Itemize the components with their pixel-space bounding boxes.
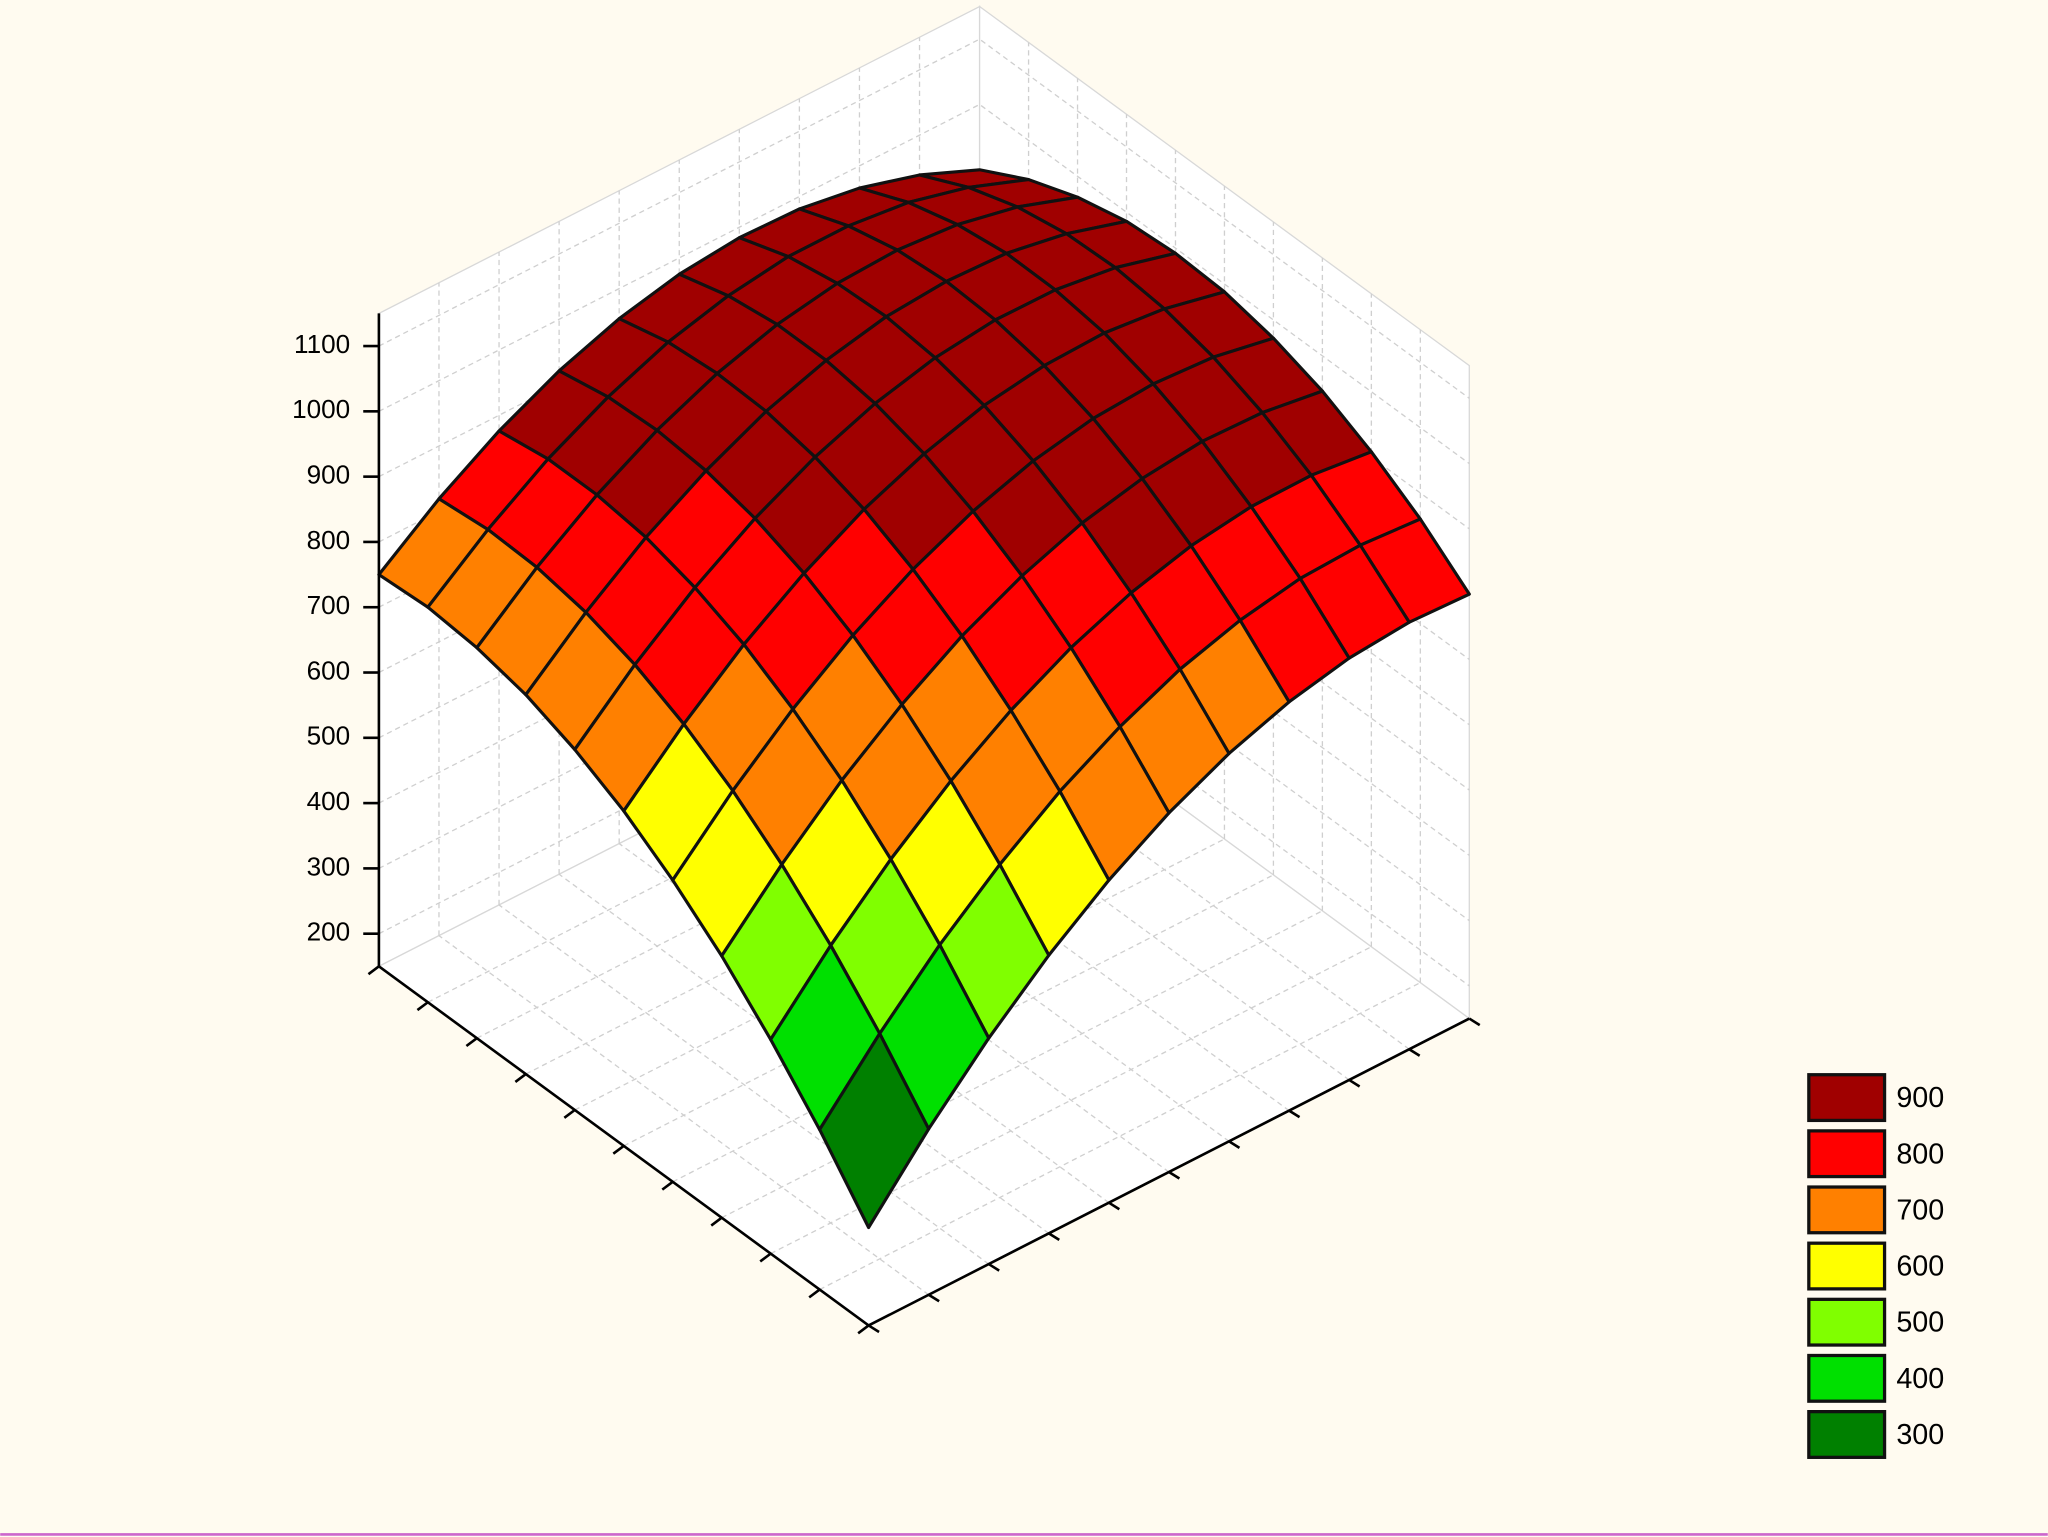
legend-label: 600 bbox=[1896, 1251, 1944, 1283]
z-tick-label: 400 bbox=[307, 786, 351, 816]
legend-label: 400 bbox=[1896, 1363, 1944, 1395]
y-axis-tick bbox=[1468, 1017, 1481, 1027]
legend: 900 800 700 600 500 400 300 bbox=[1807, 1073, 1944, 1459]
grid-line bbox=[378, 626, 1470, 987]
x-axis-tick bbox=[808, 1288, 821, 1299]
x-axis-tick bbox=[465, 1037, 478, 1048]
x-axis-tick bbox=[710, 1216, 723, 1227]
y-axis-tick bbox=[1048, 1232, 1060, 1242]
z-tick-label: 500 bbox=[307, 721, 351, 751]
z-tick-label: 900 bbox=[307, 460, 351, 490]
legend-label: 700 bbox=[1896, 1194, 1944, 1226]
z-tick-label: 300 bbox=[307, 851, 351, 881]
y-axis-tick bbox=[867, 1324, 880, 1334]
legend-label: 300 bbox=[1896, 1419, 1944, 1451]
z-tick-label: 1000 bbox=[292, 394, 350, 424]
surface-cell bbox=[818, 1032, 931, 1230]
grid-line bbox=[378, 495, 1470, 856]
x-axis-tick bbox=[416, 1001, 429, 1012]
legend-label: 800 bbox=[1896, 1138, 1944, 1170]
floor-grid bbox=[819, 982, 1421, 1291]
axes: 200 300 400 500 600 700 800 900 1000 1100 bbox=[292, 313, 1481, 1335]
x-axis-tick bbox=[367, 965, 380, 976]
z-tick-label: 200 bbox=[307, 917, 351, 947]
surface bbox=[377, 168, 1471, 1230]
legend-label: 900 bbox=[1896, 1082, 1944, 1114]
x-axis bbox=[378, 965, 870, 1327]
x-axis-tick bbox=[857, 1324, 870, 1335]
z-tick-label: 600 bbox=[307, 655, 351, 685]
floor-grid bbox=[623, 838, 1225, 1147]
y-axis-tick bbox=[1348, 1078, 1361, 1088]
floor-grid bbox=[498, 904, 990, 1265]
y-axis-tick bbox=[988, 1262, 1000, 1272]
legend-swatch bbox=[1807, 1353, 1887, 1403]
legend-swatch bbox=[1807, 1073, 1887, 1123]
x-axis-tick bbox=[612, 1144, 625, 1155]
grid-line bbox=[378, 38, 1470, 399]
x-axis-tick bbox=[661, 1180, 674, 1191]
legend-swatch bbox=[1807, 1297, 1887, 1347]
y-axis-tick bbox=[1108, 1201, 1121, 1211]
x-axis-tick bbox=[563, 1108, 576, 1119]
x-axis-tick bbox=[759, 1252, 772, 1263]
z-tick-label: 700 bbox=[307, 590, 351, 620]
y-axis-tick bbox=[1168, 1170, 1181, 1180]
legend-label: 500 bbox=[1896, 1307, 1944, 1339]
z-tick-label: 800 bbox=[307, 525, 351, 555]
grid-line bbox=[378, 560, 1470, 922]
legend-swatch bbox=[1807, 1129, 1887, 1179]
y-axis-tick bbox=[1228, 1140, 1241, 1149]
legend-swatch bbox=[1807, 1185, 1887, 1235]
x-axis-tick bbox=[514, 1073, 527, 1083]
legend-swatch bbox=[1807, 1410, 1887, 1459]
grid-line bbox=[378, 103, 1470, 465]
y-axis-tick bbox=[927, 1293, 940, 1303]
legend-swatch bbox=[1807, 1241, 1887, 1291]
y-axis-tick bbox=[1408, 1048, 1421, 1057]
y-axis-tick bbox=[1288, 1109, 1301, 1119]
floor-grid bbox=[721, 910, 1323, 1219]
floor-grid bbox=[672, 874, 1274, 1183]
z-tick-label: 1100 bbox=[294, 329, 350, 359]
